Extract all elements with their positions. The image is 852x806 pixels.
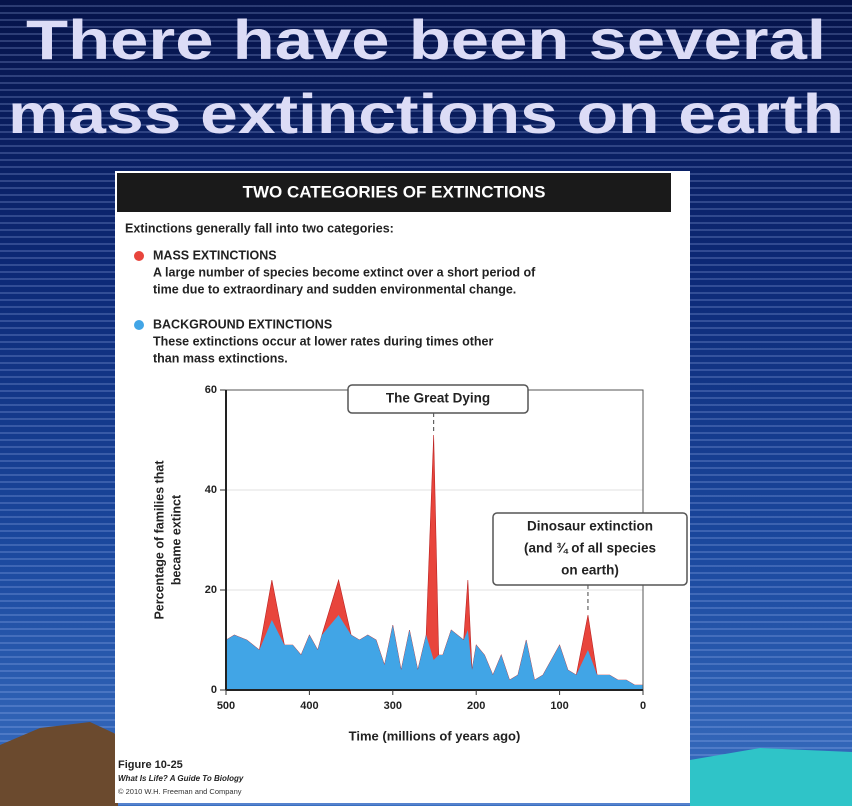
x-tick-label: 100 <box>550 700 568 712</box>
figure-panel <box>115 171 690 803</box>
y-tick-label: 40 <box>205 484 217 496</box>
y-tick-label: 20 <box>205 584 217 596</box>
slide-title: There have been several <box>26 8 826 71</box>
legend-label: MASS EXTINCTIONS <box>153 248 277 262</box>
intro: Extinctions generally fall into two cate… <box>125 221 394 235</box>
annotation-text: The Great Dying <box>386 391 490 406</box>
y-axis-label: Percentage of families that <box>152 460 166 620</box>
annotation-text: on earth) <box>561 563 619 578</box>
slide-title: mass extinctions on earth <box>8 82 844 145</box>
annotation-text: Dinosaur extinction <box>527 519 653 534</box>
x-axis-label: Time (millions of years ago) <box>349 728 521 743</box>
legend-description: time due to extraordinary and sudden env… <box>153 282 516 296</box>
figure-caption: Figure 10-25 <box>118 759 183 771</box>
annotation-box <box>347 384 529 414</box>
mountain <box>0 722 118 806</box>
legend-label: BACKGROUND EXTINCTIONS <box>153 317 332 331</box>
legend-swatch <box>134 320 144 330</box>
x-tick-label: 0 <box>640 700 646 712</box>
y-tick-label: 60 <box>205 384 217 396</box>
figure-header: TWO CATEGORIES OF EXTINCTIONS <box>243 182 546 201</box>
legend-description: than mass extinctions. <box>153 351 288 365</box>
figure-header-bar <box>117 173 671 212</box>
annotation-box <box>492 512 688 586</box>
chart: MASS EXTINCTIONS A large number of specie… <box>118 248 688 796</box>
x-tick-label: 300 <box>384 700 402 712</box>
area <box>226 615 643 690</box>
legend-description: These extinctions occur at lower rates d… <box>153 334 493 348</box>
legend-description: A large number of species become extinct… <box>153 265 536 279</box>
y-axis-label: became extinct <box>169 494 183 585</box>
x-tick-label: 400 <box>300 700 318 712</box>
copyright: © 2010 W.H. Freeman and Company <box>118 787 242 796</box>
x-tick-label: 200 <box>467 700 485 712</box>
source: What Is Life? A Guide To Biology <box>118 774 244 783</box>
water <box>690 748 852 806</box>
annotation-text: (and ¾ of all species <box>524 541 656 556</box>
legend-swatch <box>134 251 144 261</box>
y-tick-label: 0 <box>211 684 217 696</box>
x-tick-label: 500 <box>217 700 235 712</box>
